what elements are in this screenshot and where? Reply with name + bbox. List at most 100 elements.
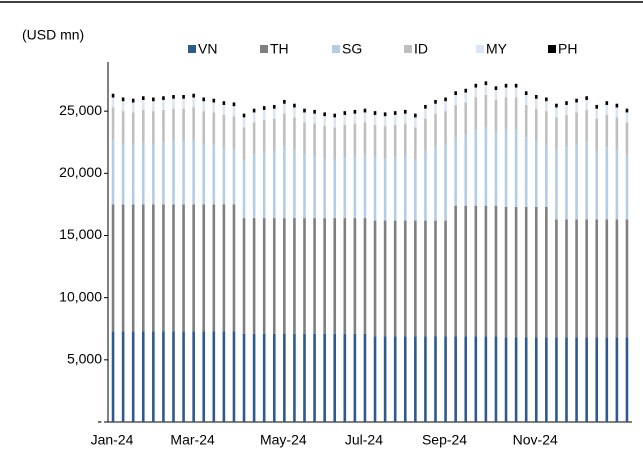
bar-segment	[333, 218, 337, 334]
bar-segment	[484, 127, 488, 206]
bar-segment	[373, 220, 377, 337]
bar-segment	[625, 112, 629, 123]
bar-segment	[403, 220, 407, 337]
legend-swatch	[548, 45, 556, 53]
bar-segment	[534, 141, 538, 207]
bar-segment	[192, 139, 195, 205]
bar-segment	[303, 112, 306, 123]
bar-segment	[343, 111, 347, 115]
bar-segment	[424, 150, 427, 221]
bar-segment	[494, 336, 498, 422]
bar-segment	[252, 333, 256, 422]
y-tick-label: 10,000	[59, 288, 102, 304]
bar-segment	[212, 112, 216, 145]
bar-segment	[172, 141, 175, 205]
bar-segment	[343, 124, 347, 158]
bar-segment	[293, 107, 296, 118]
bar-segment	[494, 86, 498, 91]
bar-segment	[363, 112, 367, 123]
bar-segment	[333, 333, 337, 422]
bar-segment	[192, 204, 195, 332]
bar-segment	[524, 91, 528, 96]
bar-segment	[242, 127, 246, 160]
bar-segment	[111, 93, 115, 98]
bar-segment	[383, 158, 387, 221]
bar-segment	[293, 103, 296, 108]
bar-segment	[414, 336, 417, 422]
bar-segment	[565, 147, 568, 220]
bar-segment	[393, 157, 397, 221]
bar-segment	[152, 101, 155, 112]
bar-segment	[141, 99, 145, 110]
bar-segment	[283, 113, 286, 146]
bar-segment	[403, 123, 407, 156]
bar-segment	[232, 148, 236, 205]
bar-segment	[424, 108, 427, 119]
bar-segment	[464, 134, 468, 206]
legend-label: TH	[270, 41, 289, 57]
bar-segment	[484, 85, 488, 96]
bar-segment	[202, 97, 206, 102]
bar-segment	[504, 129, 508, 207]
bar-segment	[484, 205, 488, 337]
bar-segment	[373, 114, 377, 125]
bar-segment	[595, 150, 599, 220]
bar-segment	[293, 149, 296, 219]
bar-segment	[534, 206, 538, 338]
x-tick-label: Jan-24	[91, 432, 134, 448]
bar-segment	[343, 157, 347, 219]
bar-segment	[434, 145, 437, 221]
bar-segment	[272, 150, 276, 219]
bar-segment	[152, 331, 155, 422]
bar-segment	[454, 91, 457, 96]
bar-segment	[182, 98, 185, 109]
bar-segment	[303, 154, 306, 219]
bar-segment	[615, 107, 619, 118]
bar-segment	[625, 154, 629, 220]
bar-segment	[202, 204, 206, 332]
bar-segment	[424, 336, 427, 422]
bar-segment	[353, 113, 357, 124]
bar-segment	[383, 336, 387, 422]
bar-segment	[434, 99, 437, 104]
bar-segment	[524, 137, 528, 207]
bar-segment	[202, 111, 206, 144]
bar-segment	[121, 101, 125, 112]
bar-segment	[152, 111, 155, 144]
bar-segment	[494, 132, 498, 206]
bar-segment	[575, 112, 578, 145]
bar-segment	[202, 101, 206, 112]
bar-segment	[131, 144, 135, 205]
bar-segment	[393, 114, 397, 125]
bar-segment	[323, 116, 326, 127]
x-tick-label: Nov-24	[513, 432, 558, 448]
bar-segment	[303, 218, 306, 334]
bar-segment	[524, 95, 528, 105]
bar-segment	[393, 124, 397, 158]
legend-swatch	[404, 45, 412, 53]
bar-segment	[403, 113, 407, 124]
bar-segment	[111, 97, 115, 108]
bar-segment	[121, 111, 125, 144]
legend-label: PH	[558, 41, 577, 57]
bar-segment	[162, 142, 165, 205]
bar-segment	[605, 337, 609, 422]
bar-segment	[504, 97, 508, 130]
y-tick-label: 25,000	[59, 102, 102, 118]
y-tick-label: 20,000	[59, 164, 102, 180]
bar-segment	[262, 152, 266, 219]
bar-segment	[414, 127, 417, 160]
bar-segment	[202, 331, 206, 422]
bar-segment	[283, 103, 286, 114]
bar-segment	[363, 218, 367, 334]
bar-segment	[524, 337, 528, 422]
bar-segment	[585, 99, 588, 110]
bar-segment	[252, 108, 256, 113]
bar-segment	[474, 83, 478, 88]
bar-segment	[545, 206, 548, 338]
bar-segment	[222, 104, 226, 115]
bar-segment	[131, 331, 135, 422]
bar-segment	[555, 103, 558, 108]
bar-segment	[575, 98, 578, 103]
bar-segment	[343, 333, 347, 422]
